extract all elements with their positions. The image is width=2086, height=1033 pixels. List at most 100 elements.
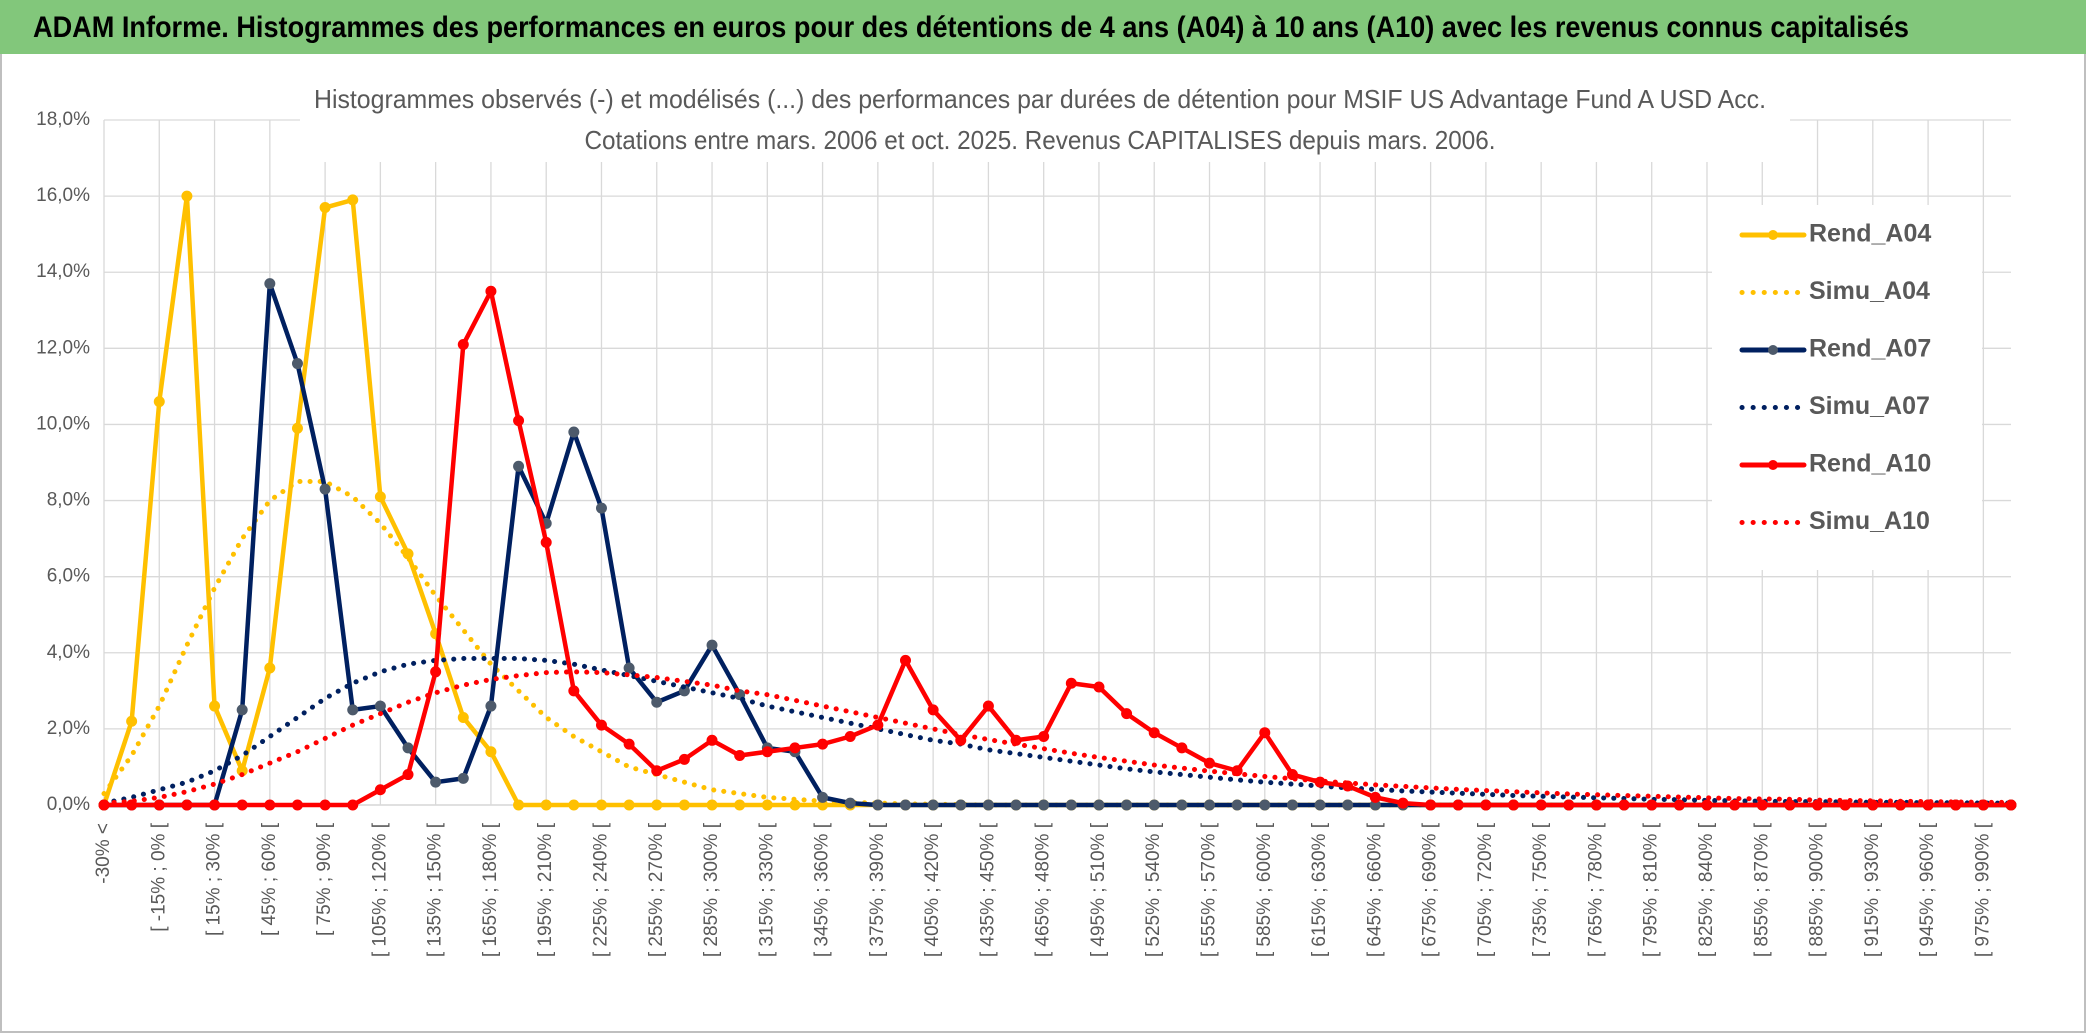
series-marker	[1176, 742, 1188, 754]
series-line	[101, 289, 2014, 808]
y-tick-label: 8,0%	[47, 490, 90, 511]
x-tick-label: [ 195% ; 210% [	[535, 822, 556, 957]
series-marker	[955, 799, 967, 811]
series-marker	[678, 753, 690, 765]
series-marker	[291, 799, 303, 811]
x-tick-label: [ 315% ; 330% [	[756, 822, 777, 957]
y-tick-label: 18,0%	[36, 109, 90, 130]
x-tick-label: [ 555% ; 570% [	[1199, 822, 1220, 957]
title-backdrop	[300, 80, 1790, 162]
header-band	[0, 0, 2086, 54]
series-marker	[540, 536, 552, 548]
series-marker	[291, 422, 303, 434]
series-marker	[1204, 799, 1216, 811]
series-marker	[1369, 791, 1381, 803]
series-marker	[374, 784, 386, 796]
series-marker	[264, 278, 276, 290]
y-tick-label: 12,0%	[36, 337, 90, 358]
series-marker	[1148, 727, 1160, 739]
series-marker	[844, 731, 856, 742]
series-marker	[1729, 799, 1741, 811]
series-marker	[1397, 797, 1409, 809]
legend-label: Simu_A07	[1809, 392, 1930, 420]
series-marker	[347, 704, 359, 716]
series-marker	[1148, 799, 1160, 811]
y-tick-label: 4,0%	[47, 642, 90, 663]
x-tick-label: [ 765% ; 780% [	[1585, 822, 1606, 957]
legend-label: Rend_A10	[1809, 450, 1931, 478]
series-marker	[568, 426, 580, 438]
series-marker	[1508, 799, 1520, 811]
series-marker	[1480, 799, 1492, 811]
series-marker	[1342, 799, 1354, 811]
series-marker	[568, 799, 580, 811]
series-marker	[1563, 799, 1575, 811]
series-marker	[595, 799, 607, 811]
series-marker	[291, 358, 303, 370]
x-tick-label: [ 15% ; 30% [	[204, 822, 225, 936]
plot-layer: 0,0% 2,0% 4,0% 6,0% 8,0% 10,0% 12,0% 14,0% 16,0%…	[36, 109, 2017, 957]
x-tick-label: [ 735% ; 750% [	[1530, 822, 1551, 957]
series-marker	[1314, 799, 1326, 811]
series-marker	[761, 799, 773, 811]
series-marker	[595, 719, 607, 731]
series-marker	[513, 460, 525, 472]
legend-box	[1712, 205, 1982, 570]
x-tick-label: [ 675% ; 690% [	[1420, 822, 1441, 957]
series-marker	[402, 742, 414, 754]
x-tick-label: [ 105% ; 120% [	[369, 822, 390, 957]
legend-label: Rend_A04	[1809, 220, 1931, 248]
series-marker	[319, 483, 331, 495]
series-marker	[264, 799, 276, 811]
x-tick-label: [ 45% ; 60% [	[259, 822, 280, 936]
series-marker	[1673, 799, 1685, 811]
x-tick-label: [ 405% ; 420% [	[922, 822, 943, 957]
series-marker	[706, 799, 718, 811]
series-marker	[126, 715, 138, 727]
series-marker	[485, 700, 497, 712]
series-marker	[1038, 799, 1050, 811]
legend-label: Simu_A10	[1809, 507, 1930, 535]
series-marker	[706, 639, 718, 651]
x-tick-label: [ 345% ; 360% [	[812, 822, 833, 957]
series-marker	[1425, 799, 1437, 811]
x-tick-label: [ 225% ; 240% [	[590, 822, 611, 957]
series-marker	[1286, 799, 1298, 811]
series-marker	[513, 415, 525, 427]
series-marker	[347, 194, 359, 206]
series-marker	[1259, 799, 1271, 811]
series-marker	[1093, 681, 1105, 693]
x-tick-label: [ 75% ; 90% [	[314, 822, 335, 936]
series-line	[101, 655, 2014, 806]
series-marker	[430, 666, 442, 678]
y-tick-label: 6,0%	[47, 566, 90, 587]
series-marker	[927, 704, 939, 716]
x-tick-label: [ 825% ; 840% [	[1696, 822, 1717, 957]
series-marker	[236, 799, 248, 811]
series-marker	[651, 696, 663, 708]
series-marker	[1701, 799, 1713, 811]
series-marker	[457, 772, 469, 784]
x-tick-label: [ 615% ; 630% [	[1309, 822, 1330, 957]
series-marker	[485, 746, 497, 758]
legend-label: Rend_A07	[1809, 335, 1931, 363]
series-marker	[817, 791, 829, 803]
series-marker	[1093, 799, 1105, 811]
series-marker	[319, 799, 331, 811]
series-marker	[430, 776, 442, 788]
series-marker	[236, 704, 248, 716]
series-marker	[513, 799, 525, 811]
series-marker	[872, 719, 884, 731]
series-marker	[1452, 799, 1464, 811]
series-marker	[1231, 799, 1243, 811]
series-marker	[1204, 757, 1216, 769]
series-marker	[678, 799, 690, 811]
series-marker	[734, 750, 746, 762]
legend-label: Simu_A04	[1809, 277, 1930, 305]
series-marker	[1038, 731, 1050, 742]
x-tick-label: [ 165% ; 180% [	[480, 822, 501, 957]
legend-marker	[1768, 230, 1778, 240]
series-marker	[181, 190, 193, 202]
x-tick-label: [ 855% ; 870% [	[1751, 822, 1772, 957]
series-marker	[899, 654, 911, 666]
